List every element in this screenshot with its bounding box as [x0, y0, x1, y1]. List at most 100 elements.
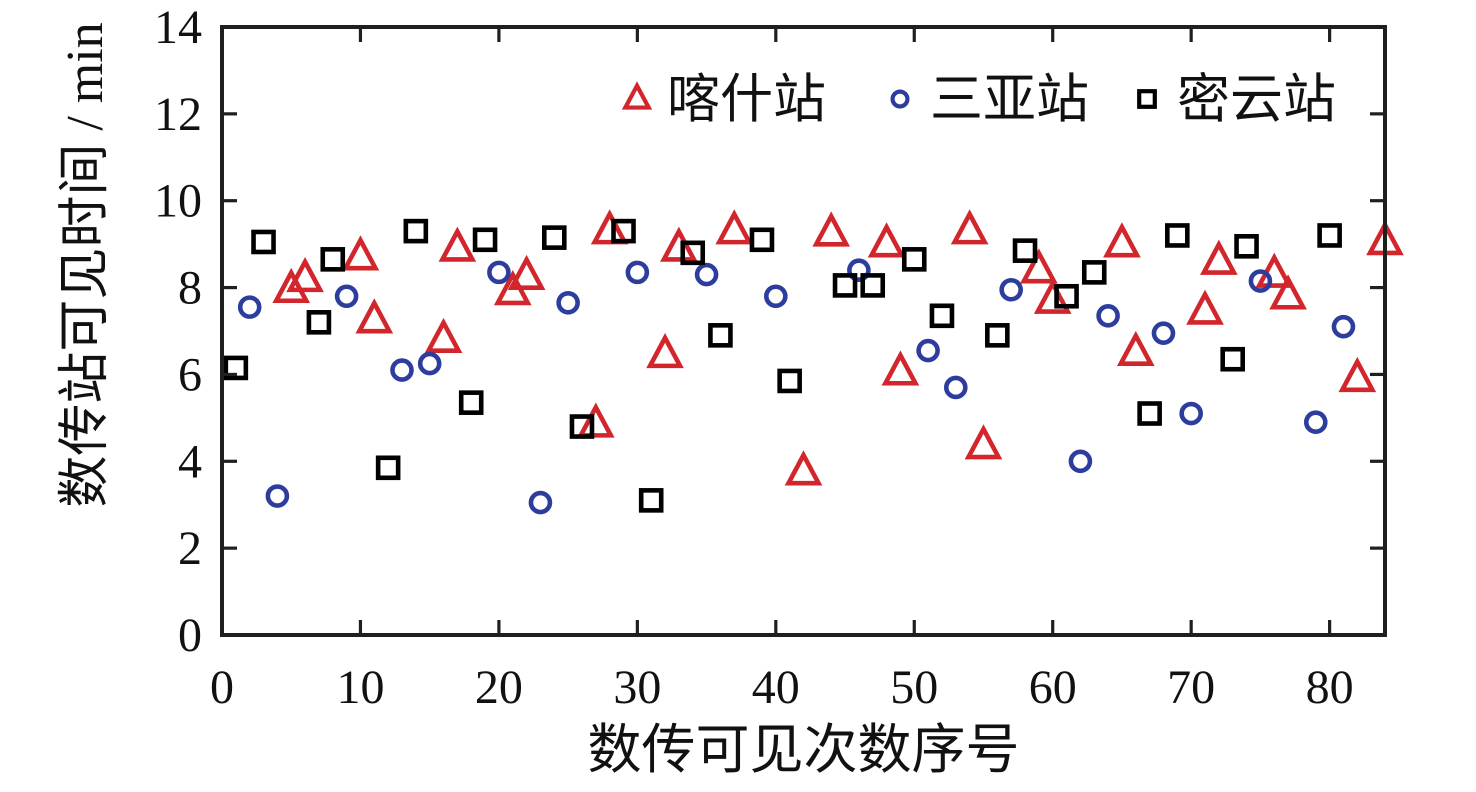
- y-tick-label: 4: [178, 435, 202, 488]
- data-point-miyun: [1234, 234, 1259, 259]
- data-point-miyun: [1054, 283, 1079, 309]
- data-point-kashi: [1200, 239, 1238, 275]
- series-sanya: [237, 258, 1356, 515]
- x-tick-label: 10: [336, 661, 384, 714]
- data-point-kashi: [1033, 278, 1072, 314]
- data-point-miyun: [251, 229, 276, 255]
- data-point-sanya: [1096, 303, 1120, 328]
- data-point-miyun: [680, 240, 706, 266]
- data-point-sanya: [487, 260, 511, 285]
- data-point-kashi: [646, 333, 684, 369]
- data-point-miyun: [1220, 346, 1246, 372]
- data-point-miyun: [777, 368, 802, 394]
- data-point-kashi: [1116, 330, 1155, 367]
- data-point-miyun: [832, 273, 858, 298]
- legend-item-sanya: 三亚站: [890, 71, 1089, 129]
- legend-item-miyun: 密云站: [1137, 71, 1336, 129]
- y-tick-label: 14: [154, 1, 202, 54]
- data-point-miyun: [860, 273, 886, 298]
- data-point-miyun: [638, 488, 664, 513]
- x-axis-label: 数传可见次数序号: [588, 720, 1020, 780]
- data-point-sanya: [999, 277, 1023, 302]
- y-tick-label: 8: [178, 262, 202, 315]
- x-tick-label: 70: [1167, 661, 1215, 714]
- x-tick-label: 50: [890, 661, 938, 714]
- data-point-sanya: [694, 262, 719, 287]
- data-point-kashi: [576, 402, 615, 438]
- legend-triangle-icon: [621, 81, 653, 110]
- data-point-sanya: [390, 358, 414, 382]
- legend-square-icon: [1137, 89, 1157, 109]
- legend-label-kashi: 喀什站: [667, 71, 826, 129]
- data-point-sanya: [334, 284, 359, 309]
- data-point-kashi: [1103, 222, 1141, 258]
- series-kashi: [272, 209, 1404, 486]
- data-point-kashi: [1338, 356, 1377, 393]
- data-point-miyun: [458, 390, 484, 415]
- data-point-sanya: [625, 260, 650, 285]
- legend: 喀什站 三亚站 密云站: [621, 71, 1336, 129]
- y-tick-label: 6: [178, 348, 202, 401]
- plot-box: [220, 25, 1387, 637]
- data-point-kashi: [590, 209, 629, 245]
- y-tick-label: 10: [154, 175, 202, 228]
- x-tick-label: 0: [210, 661, 234, 714]
- data-point-sanya: [1151, 321, 1176, 345]
- data-point-miyun: [375, 455, 401, 481]
- data-point-miyun: [708, 323, 733, 348]
- data-point-kashi: [950, 209, 989, 245]
- x-tick-label: 30: [613, 661, 661, 714]
- series-miyun: [223, 218, 1342, 513]
- y-tick-label: 12: [154, 88, 202, 141]
- data-point-miyun: [901, 247, 927, 272]
- data-point-kashi: [784, 450, 823, 486]
- legend-label-miyun: 密云站: [1177, 71, 1336, 129]
- data-point-miyun: [403, 218, 429, 244]
- y-axis-label: 数传站可见时间 / min: [57, 22, 114, 507]
- data-point-miyun: [1012, 238, 1038, 263]
- data-point-kashi: [867, 222, 906, 258]
- data-point-sanya: [237, 295, 262, 319]
- data-point-miyun: [541, 225, 567, 250]
- data-point-kashi: [660, 226, 698, 262]
- axis-ticks: [220, 25, 1385, 637]
- data-point-sanya: [1303, 410, 1328, 435]
- legend-circle-icon: [890, 89, 910, 109]
- data-point-sanya: [1179, 401, 1203, 426]
- data-point-miyun: [1081, 260, 1107, 285]
- data-point-sanya: [417, 351, 442, 376]
- data-point-kashi: [355, 298, 394, 334]
- data-point-kashi: [272, 267, 311, 304]
- data-point-miyun: [1165, 223, 1190, 248]
- data-point-miyun: [929, 303, 955, 329]
- data-point-sanya: [764, 284, 788, 309]
- data-point-sanya: [1331, 314, 1356, 339]
- data-point-kashi: [507, 254, 546, 291]
- data-point-miyun: [1137, 401, 1162, 426]
- data-point-kashi: [881, 350, 920, 386]
- data-point-miyun: [320, 247, 346, 272]
- data-point-kashi: [1186, 289, 1224, 325]
- data-point-kashi: [964, 424, 1003, 460]
- data-point-miyun: [472, 227, 498, 253]
- data-point-kashi: [812, 211, 851, 247]
- data-point-sanya: [556, 290, 580, 315]
- x-tick-label: 20: [475, 661, 523, 714]
- x-tick-label: 60: [1029, 661, 1077, 714]
- data-point-sanya: [265, 484, 290, 508]
- data-point-miyun: [749, 227, 775, 253]
- x-tick-labels: 0 10 20 30 40 50 60 70 80: [210, 661, 1354, 714]
- data-point-kashi: [341, 235, 380, 271]
- data-point-miyun: [569, 414, 595, 439]
- data-point-sanya: [1068, 449, 1093, 474]
- data-point-miyun: [223, 355, 249, 381]
- data-point-miyun: [306, 310, 332, 335]
- y-tick-label: 2: [178, 522, 202, 575]
- y-tick-labels: 0 2 4 6 8 10 12 14: [154, 1, 202, 662]
- data-point-kashi: [1269, 274, 1307, 310]
- data-point-kashi: [424, 317, 463, 353]
- data-point-kashi: [715, 209, 754, 245]
- legend-item-kashi: 喀什站: [621, 71, 826, 129]
